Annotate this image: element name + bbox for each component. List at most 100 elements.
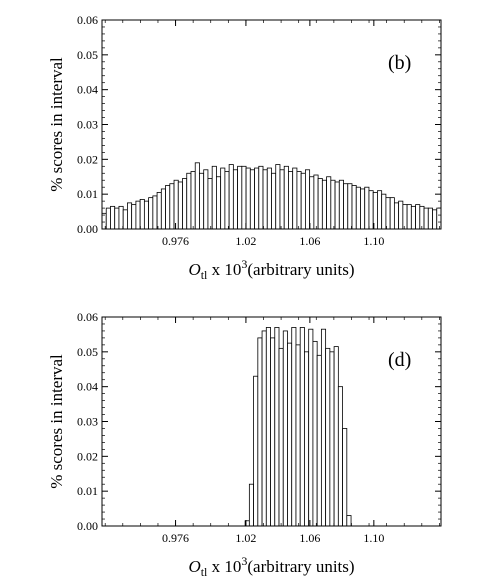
bar xyxy=(186,172,192,230)
bar xyxy=(135,200,141,230)
x-tick-label: 1.06 xyxy=(299,234,320,248)
bar xyxy=(347,183,353,230)
bar xyxy=(232,169,239,230)
bar xyxy=(114,207,120,230)
x-tick-label: 1.10 xyxy=(363,531,384,545)
bar xyxy=(248,483,254,527)
bar xyxy=(364,186,370,230)
bar xyxy=(118,205,124,230)
bar xyxy=(177,181,183,230)
bar xyxy=(292,167,298,230)
bar xyxy=(156,192,162,230)
bar xyxy=(253,375,259,527)
y-axis-label: % scores in interval xyxy=(47,354,66,489)
bar xyxy=(300,172,306,230)
bar xyxy=(139,198,145,230)
panel-label: (b) xyxy=(388,52,411,74)
bar xyxy=(199,172,205,230)
y-axis-label: % scores in interval xyxy=(47,57,66,192)
bar xyxy=(216,176,222,230)
bar xyxy=(325,347,331,527)
bar xyxy=(278,347,284,527)
y-tick-label: 0.05 xyxy=(77,48,98,62)
bar xyxy=(299,327,305,527)
bar xyxy=(313,174,319,230)
bar xyxy=(334,181,340,230)
bar xyxy=(304,169,311,230)
bar xyxy=(330,179,336,230)
bar xyxy=(326,176,332,230)
bar xyxy=(415,204,421,230)
bar xyxy=(333,346,339,527)
bar xyxy=(257,337,263,527)
bar xyxy=(317,178,323,230)
x-tick-label: 0.976 xyxy=(162,531,189,545)
bar xyxy=(355,186,361,230)
bar xyxy=(419,205,425,230)
bar xyxy=(165,185,171,230)
bar xyxy=(398,200,404,230)
bar xyxy=(194,162,200,230)
bar xyxy=(343,183,349,230)
bar xyxy=(105,207,111,230)
bar xyxy=(190,171,196,230)
x-axis-label: Otl x 103(arbitrary units) xyxy=(188,554,354,578)
bar xyxy=(368,190,374,230)
bar xyxy=(389,197,395,230)
bar xyxy=(245,167,251,230)
bar xyxy=(342,428,348,527)
bar xyxy=(224,171,230,230)
bar xyxy=(337,386,343,527)
y-tick-label: 0.02 xyxy=(77,152,98,166)
x-tick-label: 0.976 xyxy=(162,234,189,248)
y-tick-label: 0.04 xyxy=(77,380,98,394)
bar xyxy=(265,327,271,527)
bar xyxy=(308,328,314,527)
bar xyxy=(127,202,133,230)
bar xyxy=(241,165,247,230)
bar xyxy=(211,165,217,230)
bar xyxy=(258,165,264,230)
bar xyxy=(402,204,408,230)
bar xyxy=(262,169,268,230)
bar xyxy=(173,179,179,230)
bar xyxy=(207,178,213,230)
bar xyxy=(160,188,166,230)
bar xyxy=(287,342,293,527)
x-tick-label: 1.06 xyxy=(299,531,320,545)
bar xyxy=(304,351,310,527)
y-tick-label: 0.06 xyxy=(77,13,98,27)
y-tick-label: 0.01 xyxy=(77,484,98,498)
bar xyxy=(203,169,209,230)
bar xyxy=(249,169,255,230)
bar xyxy=(321,179,327,230)
bar xyxy=(254,167,260,230)
bar xyxy=(291,327,297,527)
bar xyxy=(360,188,366,230)
y-tick-label: 0.06 xyxy=(77,310,98,324)
bar xyxy=(182,178,188,230)
panel-label: (d) xyxy=(388,349,411,371)
bar xyxy=(266,167,272,230)
bar xyxy=(406,204,412,230)
bar xyxy=(143,200,150,230)
bar xyxy=(261,330,267,527)
bar xyxy=(296,171,302,230)
bar xyxy=(237,165,243,230)
x-axis-label: Otl x 103(arbitrary units) xyxy=(188,257,354,282)
y-tick-label: 0.01 xyxy=(77,187,98,201)
bar xyxy=(271,172,277,230)
bar xyxy=(282,330,288,527)
x-tick-label: 1.02 xyxy=(235,531,256,545)
bar xyxy=(283,165,289,230)
bar xyxy=(346,515,352,527)
chart-panel-2: 0.00 0.01 0.02 0.03 0.04 0.05 0.06 0.976 1.02 1.0… xyxy=(47,310,442,578)
chart-panel-1: 0.00 0.01 0.02 0.03 0.04 0.05 0.06 0.976 1.02 1.0… xyxy=(47,13,442,282)
bar xyxy=(427,207,433,230)
bar xyxy=(148,197,154,230)
x-tick-label: 1.10 xyxy=(363,234,384,248)
bar xyxy=(169,183,175,230)
bar xyxy=(393,202,400,230)
bar xyxy=(270,337,276,527)
